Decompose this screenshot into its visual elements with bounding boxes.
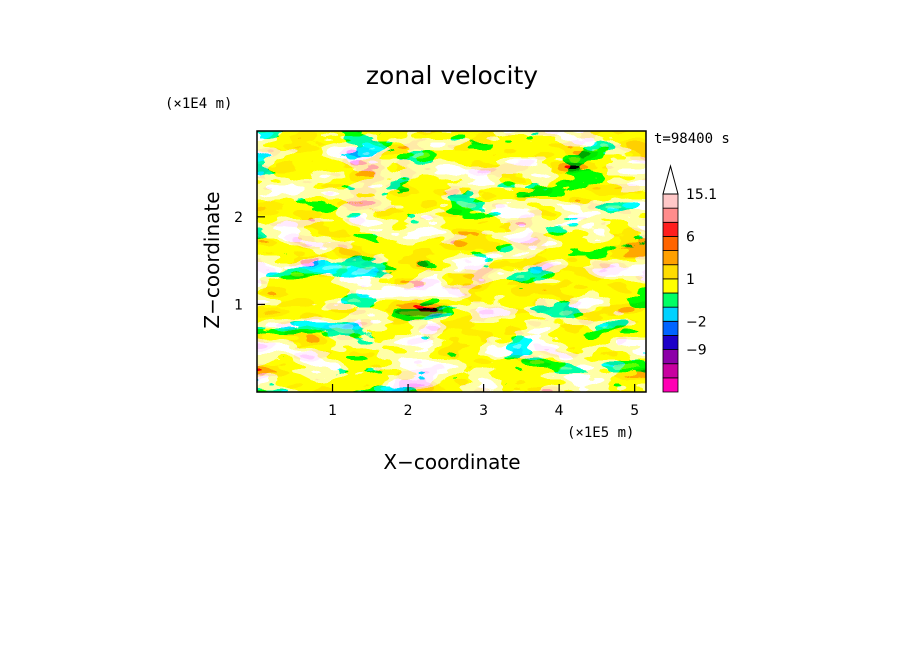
colorbar-swatch: [662, 207, 679, 223]
colorbar-label: 6: [686, 229, 695, 245]
colorbar-swatch: [662, 335, 679, 350]
time-label: t=98400 s: [654, 131, 730, 147]
colorbar-swatch: [662, 236, 679, 251]
colorbar-swatch: [662, 221, 679, 237]
colorbar-swatch: [662, 349, 679, 365]
y-unit-label: (×1E4 m): [165, 96, 232, 112]
x-unit-label: (×1E5 m): [567, 425, 634, 441]
y-axis-label: Z−coordinate: [200, 191, 224, 328]
colorbar-label: −2: [686, 314, 707, 330]
colorbar-swatch: [662, 363, 679, 379]
colorbar-swatch: [662, 264, 679, 280]
x-axis-label: X−coordinate: [383, 450, 520, 474]
colorbar-swatch: [662, 278, 679, 294]
x-tick-label: 5: [630, 403, 639, 419]
chart-title: zonal velocity: [366, 61, 538, 90]
x-tick-label: 2: [404, 403, 413, 419]
colorbar-swatch: [662, 250, 679, 266]
y-tick-label: 1: [234, 297, 243, 313]
colorbar-swatch: [662, 292, 679, 308]
plot-frame: [256, 130, 647, 393]
colorbar-label: 1: [686, 272, 695, 288]
y-axis-ticks: 12: [234, 210, 265, 313]
colorbar-swatch: [662, 320, 679, 336]
y-tick-label: 2: [234, 210, 243, 226]
colorbar: 15.1 6 1 −2 −9: [662, 164, 717, 393]
colorbar-extend-arrow: [662, 164, 679, 195]
x-axis-ticks: 1 2 3 4 5: [328, 384, 639, 419]
colorbar-swatch: [662, 193, 679, 209]
x-tick-label: 3: [479, 403, 488, 419]
colorbar-label: −9: [686, 343, 707, 359]
colorbar-swatch: [662, 306, 679, 322]
x-tick-label: 4: [555, 403, 564, 419]
colorbar-swatch: [662, 377, 679, 393]
heatmap-field: [257, 131, 646, 392]
colorbar-label: 15.1: [686, 187, 717, 203]
x-tick-label: 1: [328, 403, 337, 419]
